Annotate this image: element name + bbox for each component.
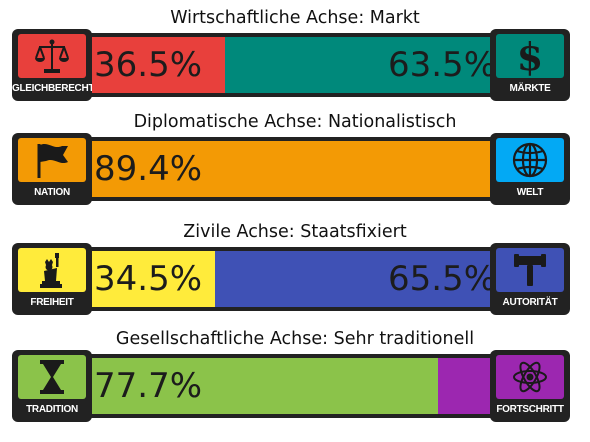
left-percentage-label: 77.7% xyxy=(94,366,203,406)
gavel-icon xyxy=(496,248,564,292)
societal-axis: Gesellschaftliche Achse: Sehr traditione… xyxy=(0,327,590,437)
globe-icon xyxy=(496,138,564,182)
flag-icon xyxy=(18,138,86,182)
left-percentage-label: 89.4% xyxy=(94,149,203,189)
right-badge-label: FORTSCHRITT xyxy=(496,404,564,415)
axis-bar: 77.7% xyxy=(32,354,558,418)
right-badge: FORTSCHRITT xyxy=(490,350,570,422)
left-badge-label: NATION xyxy=(34,187,70,198)
left-badge-label: TRADITION xyxy=(26,404,78,415)
dollar-icon: $ xyxy=(496,34,564,78)
hourglass-icon xyxy=(18,355,86,399)
diplomatic-axis: Diplomatische Achse: Nationalistisch 89.… xyxy=(0,110,590,220)
axis-title: Wirtschaftliche Achse: Markt xyxy=(170,8,420,28)
right-percentage-label: 65.5% xyxy=(387,259,496,299)
left-bar-segment xyxy=(36,141,499,197)
left-badge: FREIHEIT xyxy=(12,243,92,315)
axis-title: Gesellschaftliche Achse: Sehr traditione… xyxy=(115,329,475,349)
atom-icon xyxy=(496,355,564,399)
right-percentage-label: 63.5% xyxy=(387,45,496,85)
axis-bar: 36.5% 63.5% xyxy=(32,33,558,97)
axis-bar: 34.5% 65.5% xyxy=(32,247,558,311)
right-badge: AUTORITÄT xyxy=(490,243,570,315)
right-badge-label: MÄRKTE xyxy=(509,83,551,94)
axis-title: Zivile Achse: Staatsfixiert xyxy=(183,222,407,242)
left-percentage-label: 36.5% xyxy=(94,45,203,85)
scales-icon xyxy=(18,34,86,78)
left-badge: GLEICHBERECHTIGUNG xyxy=(12,29,92,101)
right-badge: WELT xyxy=(490,133,570,205)
axis-bar: 89.4% xyxy=(32,137,558,201)
statue-of-liberty-icon xyxy=(18,248,86,292)
svg-text:$: $ xyxy=(517,36,543,76)
right-badge-label: WELT xyxy=(516,187,544,198)
left-badge-label: FREIHEIT xyxy=(30,297,74,308)
left-percentage-label: 34.5% xyxy=(94,259,203,299)
right-badge: $ MÄRKTE xyxy=(490,29,570,101)
left-badge: NATION xyxy=(12,133,92,205)
left-badge-label: GLEICHBERECHTIGUNG xyxy=(12,83,92,94)
right-badge-label: AUTORITÄT xyxy=(502,297,558,308)
axis-title: Diplomatische Achse: Nationalistisch xyxy=(133,112,457,132)
left-bar-segment xyxy=(36,358,438,414)
civil-axis: Zivile Achse: Staatsfixiert 34.5% 65.5% xyxy=(0,220,590,330)
economic-axis: Wirtschaftliche Achse: Markt 36.5% 63.5% xyxy=(0,6,590,116)
left-badge: TRADITION xyxy=(12,350,92,422)
